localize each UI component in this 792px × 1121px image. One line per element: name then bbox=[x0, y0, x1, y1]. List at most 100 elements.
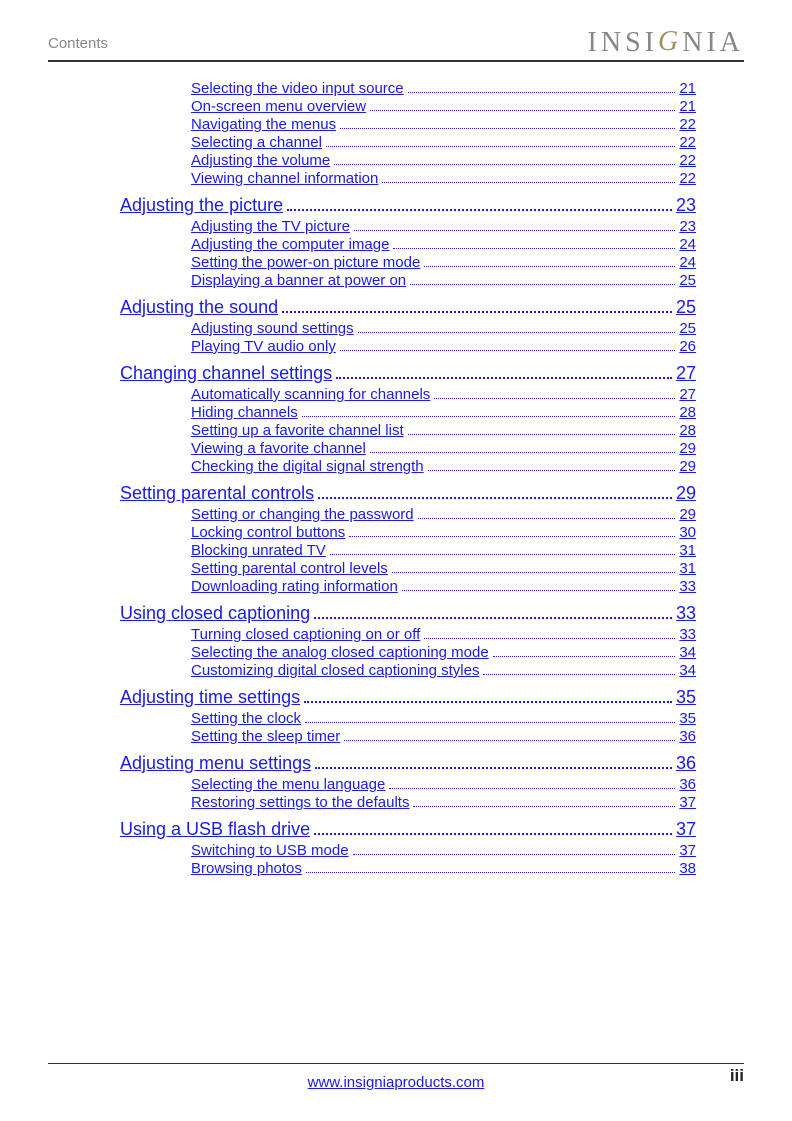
toc-section[interactable]: Adjusting the sound25 bbox=[120, 297, 696, 318]
toc-leader bbox=[305, 722, 675, 723]
toc-section-page: 25 bbox=[676, 297, 696, 318]
toc-leader bbox=[382, 182, 675, 183]
toc-subitem-page: 21 bbox=[679, 98, 696, 115]
toc-leader bbox=[389, 788, 675, 789]
toc-subitem[interactable]: Adjusting the TV picture23 bbox=[191, 218, 696, 235]
toc-subitem-page: 33 bbox=[679, 626, 696, 643]
toc-leader bbox=[353, 854, 676, 855]
toc-subitem-label: Displaying a banner at power on bbox=[191, 272, 406, 289]
toc-subitem-label: Automatically scanning for channels bbox=[191, 386, 430, 403]
toc-subitem-label: Restoring settings to the defaults bbox=[191, 794, 409, 811]
toc-leader bbox=[408, 434, 676, 435]
footer-url[interactable]: www.insigniaproducts.com bbox=[308, 1074, 485, 1091]
toc-leader bbox=[314, 617, 672, 619]
toc-subitem[interactable]: Blocking unrated TV31 bbox=[191, 542, 696, 559]
toc-section[interactable]: Adjusting time settings35 bbox=[120, 687, 696, 708]
toc-subitem[interactable]: Setting parental control levels31 bbox=[191, 560, 696, 577]
toc-leader bbox=[287, 209, 672, 211]
toc-subitem-page: 31 bbox=[679, 542, 696, 559]
toc-section[interactable]: Adjusting the picture23 bbox=[120, 195, 696, 216]
toc-subitem-label: Adjusting sound settings bbox=[191, 320, 354, 337]
toc-leader bbox=[306, 872, 675, 873]
toc-subitem[interactable]: Viewing channel information 22 bbox=[191, 170, 696, 187]
toc-subitem[interactable]: Browsing photos38 bbox=[191, 860, 696, 877]
toc-subitem[interactable]: Hiding channels28 bbox=[191, 404, 696, 421]
toc-subitem[interactable]: Turning closed captioning on or off 33 bbox=[191, 626, 696, 643]
toc-subitem-page: 28 bbox=[679, 404, 696, 421]
toc-leader bbox=[493, 656, 676, 657]
toc-leader bbox=[358, 332, 676, 333]
toc-subitem[interactable]: Adjusting the computer image24 bbox=[191, 236, 696, 253]
toc-section[interactable]: Changing channel settings27 bbox=[120, 363, 696, 384]
toc-subitem-page: 31 bbox=[679, 560, 696, 577]
toc-subitem-page: 25 bbox=[679, 320, 696, 337]
toc-section[interactable]: Using a USB flash drive37 bbox=[120, 819, 696, 840]
toc-subitem[interactable]: On-screen menu overview21 bbox=[191, 98, 696, 115]
brand-prefix: INSI bbox=[588, 27, 658, 58]
toc-subitem-label: Adjusting the TV picture bbox=[191, 218, 350, 235]
toc-leader bbox=[314, 833, 672, 835]
toc-subitem[interactable]: Setting the power-on picture mode24 bbox=[191, 254, 696, 271]
toc-subitem[interactable]: Selecting the analog closed captioning m… bbox=[191, 644, 696, 661]
toc-section-page: 36 bbox=[676, 753, 696, 774]
toc-subitem[interactable]: Viewing a favorite channel29 bbox=[191, 440, 696, 457]
toc-leader bbox=[302, 416, 676, 417]
toc-subitem[interactable]: Selecting a channel22 bbox=[191, 134, 696, 151]
brand-g: G bbox=[658, 26, 682, 58]
toc-subitem-label: Turning closed captioning on or off bbox=[191, 626, 420, 643]
toc-leader bbox=[370, 110, 675, 111]
toc-leader bbox=[418, 518, 676, 519]
brand-logo: INSIGNIA bbox=[588, 27, 744, 59]
toc-subitem-page: 29 bbox=[679, 458, 696, 475]
toc-subitem-page: 25 bbox=[679, 272, 696, 289]
toc-subitem-page: 22 bbox=[679, 170, 696, 187]
toc-subitem[interactable]: Restoring settings to the defaults 37 bbox=[191, 794, 696, 811]
toc-subitem[interactable]: Playing TV audio only26 bbox=[191, 338, 696, 355]
toc-subitem-page: 22 bbox=[679, 116, 696, 133]
toc-leader bbox=[315, 767, 672, 769]
toc-subitem[interactable]: Setting or changing the password 29 bbox=[191, 506, 696, 523]
table-of-contents: Selecting the video input source21On-scr… bbox=[48, 80, 744, 877]
toc-subitem-label: Selecting the analog closed captioning m… bbox=[191, 644, 489, 661]
toc-subitem-page: 22 bbox=[679, 152, 696, 169]
toc-section[interactable]: Adjusting menu settings36 bbox=[120, 753, 696, 774]
page-footer: www.insigniaproducts.com iii bbox=[48, 1063, 744, 1091]
toc-section[interactable]: Using closed captioning33 bbox=[120, 603, 696, 624]
toc-leader bbox=[392, 572, 676, 573]
toc-subitem-label: Setting the sleep timer bbox=[191, 728, 340, 745]
toc-leader bbox=[326, 146, 675, 147]
toc-subitem[interactable]: Displaying a banner at power on 25 bbox=[191, 272, 696, 289]
toc-subitem[interactable]: Navigating the menus22 bbox=[191, 116, 696, 133]
toc-subitem[interactable]: Automatically scanning for channels27 bbox=[191, 386, 696, 403]
toc-subitem[interactable]: Setting up a favorite channel list28 bbox=[191, 422, 696, 439]
toc-subitem-label: Setting the clock bbox=[191, 710, 301, 727]
toc-subitem[interactable]: Checking the digital signal strength29 bbox=[191, 458, 696, 475]
toc-leader bbox=[282, 311, 672, 313]
toc-subitem[interactable]: Setting the sleep timer36 bbox=[191, 728, 696, 745]
toc-subitem-label: Setting or changing the password bbox=[191, 506, 414, 523]
toc-subitem[interactable]: Adjusting sound settings 25 bbox=[191, 320, 696, 337]
toc-leader bbox=[334, 164, 675, 165]
toc-subitem-label: Viewing channel information bbox=[191, 170, 378, 187]
toc-leader bbox=[408, 92, 676, 93]
toc-subitem-page: 36 bbox=[679, 776, 696, 793]
toc-subitem-page: 37 bbox=[679, 794, 696, 811]
toc-subitem-page: 29 bbox=[679, 506, 696, 523]
toc-leader bbox=[483, 674, 675, 675]
toc-subitem[interactable]: Customizing digital closed captioning st… bbox=[191, 662, 696, 679]
toc-subitem[interactable]: Setting the clock35 bbox=[191, 710, 696, 727]
toc-section-label: Adjusting time settings bbox=[120, 687, 300, 708]
toc-subitem-label: Adjusting the volume bbox=[191, 152, 330, 169]
toc-subitem[interactable]: Selecting the video input source21 bbox=[191, 80, 696, 97]
toc-leader bbox=[370, 452, 675, 453]
toc-leader bbox=[349, 536, 675, 537]
toc-leader bbox=[424, 638, 675, 639]
toc-subitem-page: 37 bbox=[679, 842, 696, 859]
toc-subitem[interactable]: Adjusting the volume 22 bbox=[191, 152, 696, 169]
toc-subitem[interactable]: Selecting the menu language36 bbox=[191, 776, 696, 793]
toc-subitem[interactable]: Locking control buttons30 bbox=[191, 524, 696, 541]
toc-subitem[interactable]: Downloading rating information33 bbox=[191, 578, 696, 595]
toc-subitem[interactable]: Switching to USB mode37 bbox=[191, 842, 696, 859]
header-title: Contents bbox=[48, 35, 108, 52]
toc-section[interactable]: Setting parental controls29 bbox=[120, 483, 696, 504]
